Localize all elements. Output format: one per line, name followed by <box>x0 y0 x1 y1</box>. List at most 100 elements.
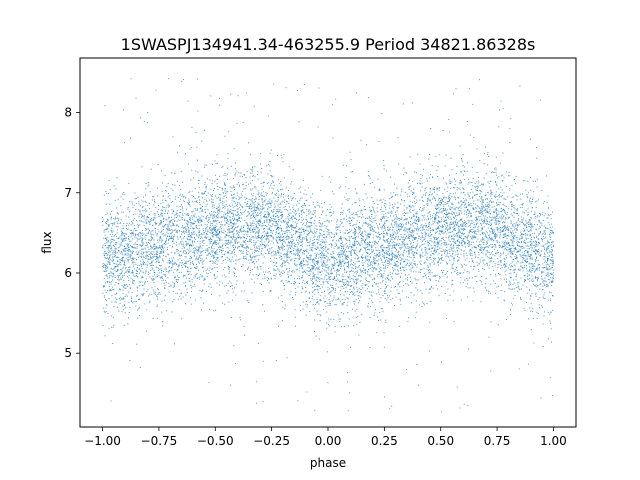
data-point <box>181 254 183 256</box>
data-point <box>334 260 336 262</box>
data-point <box>538 244 540 246</box>
data-point <box>345 290 347 292</box>
data-point <box>185 277 187 279</box>
data-point <box>197 110 199 112</box>
data-point <box>317 269 319 271</box>
data-point <box>313 236 315 238</box>
data-point <box>453 178 455 180</box>
data-point <box>549 298 551 300</box>
data-point <box>288 213 290 215</box>
data-point <box>401 244 403 246</box>
data-point <box>421 224 423 226</box>
data-point <box>520 265 522 267</box>
data-point <box>385 232 387 234</box>
data-point <box>262 243 264 245</box>
data-point <box>263 191 265 193</box>
data-point <box>191 241 193 243</box>
data-point <box>443 252 445 254</box>
data-point <box>484 287 486 289</box>
data-point <box>471 166 473 168</box>
data-point <box>217 214 219 216</box>
data-point <box>412 180 414 182</box>
data-point <box>411 102 413 104</box>
data-point <box>170 261 172 263</box>
data-point <box>481 256 483 258</box>
data-point <box>317 202 319 203</box>
data-point <box>182 276 184 278</box>
data-point <box>408 252 410 254</box>
data-point <box>301 262 303 264</box>
data-point <box>499 227 501 229</box>
data-point <box>204 232 206 234</box>
data-point <box>354 263 356 265</box>
data-point <box>272 175 274 177</box>
data-point <box>333 252 335 254</box>
data-point <box>300 241 302 243</box>
data-point <box>151 278 153 280</box>
data-point <box>542 211 544 213</box>
data-point <box>333 234 335 236</box>
data-point <box>183 232 185 234</box>
data-point <box>103 286 105 288</box>
data-point <box>131 203 133 205</box>
data-point <box>210 238 212 240</box>
data-point <box>367 265 369 267</box>
data-point <box>338 279 340 281</box>
data-point <box>123 142 125 144</box>
data-point <box>157 241 159 243</box>
data-point <box>437 249 439 251</box>
data-point <box>233 223 235 225</box>
data-point <box>370 294 372 296</box>
data-point <box>441 258 443 260</box>
data-point <box>529 240 531 242</box>
data-point <box>495 210 497 212</box>
data-point <box>113 250 115 252</box>
data-point <box>409 256 411 258</box>
data-point <box>216 282 218 284</box>
data-point <box>434 216 436 218</box>
data-point <box>130 251 132 253</box>
data-point <box>502 245 504 247</box>
data-point <box>131 222 133 224</box>
data-point <box>526 261 528 263</box>
data-point <box>112 260 114 262</box>
data-point <box>346 239 348 241</box>
data-point <box>236 208 238 210</box>
data-point <box>517 261 519 263</box>
data-point <box>292 239 294 241</box>
data-point <box>477 186 479 188</box>
data-point <box>149 258 151 260</box>
data-point <box>424 234 426 236</box>
data-point <box>436 205 438 207</box>
data-point <box>444 209 446 211</box>
data-point <box>309 237 311 239</box>
data-point <box>438 216 440 218</box>
data-point <box>457 244 459 246</box>
data-point <box>247 200 249 202</box>
data-point <box>368 215 370 217</box>
data-point <box>131 245 133 247</box>
data-point <box>483 183 485 185</box>
data-point <box>477 256 479 258</box>
data-point <box>311 243 313 245</box>
data-point <box>278 227 280 229</box>
data-point <box>127 247 129 249</box>
data-point <box>158 231 160 233</box>
data-point <box>119 245 121 247</box>
data-point <box>436 242 438 244</box>
data-point <box>520 222 522 224</box>
data-point <box>354 214 356 216</box>
data-point <box>281 258 283 260</box>
data-point <box>265 253 267 255</box>
data-point <box>438 259 440 261</box>
data-point <box>291 242 293 244</box>
data-point <box>155 276 157 278</box>
data-point <box>488 336 490 338</box>
data-point <box>248 213 250 215</box>
data-point <box>116 242 118 244</box>
data-point <box>412 209 414 211</box>
data-point <box>423 228 425 230</box>
data-point <box>410 249 412 251</box>
data-point <box>401 242 403 244</box>
data-point <box>549 377 551 379</box>
